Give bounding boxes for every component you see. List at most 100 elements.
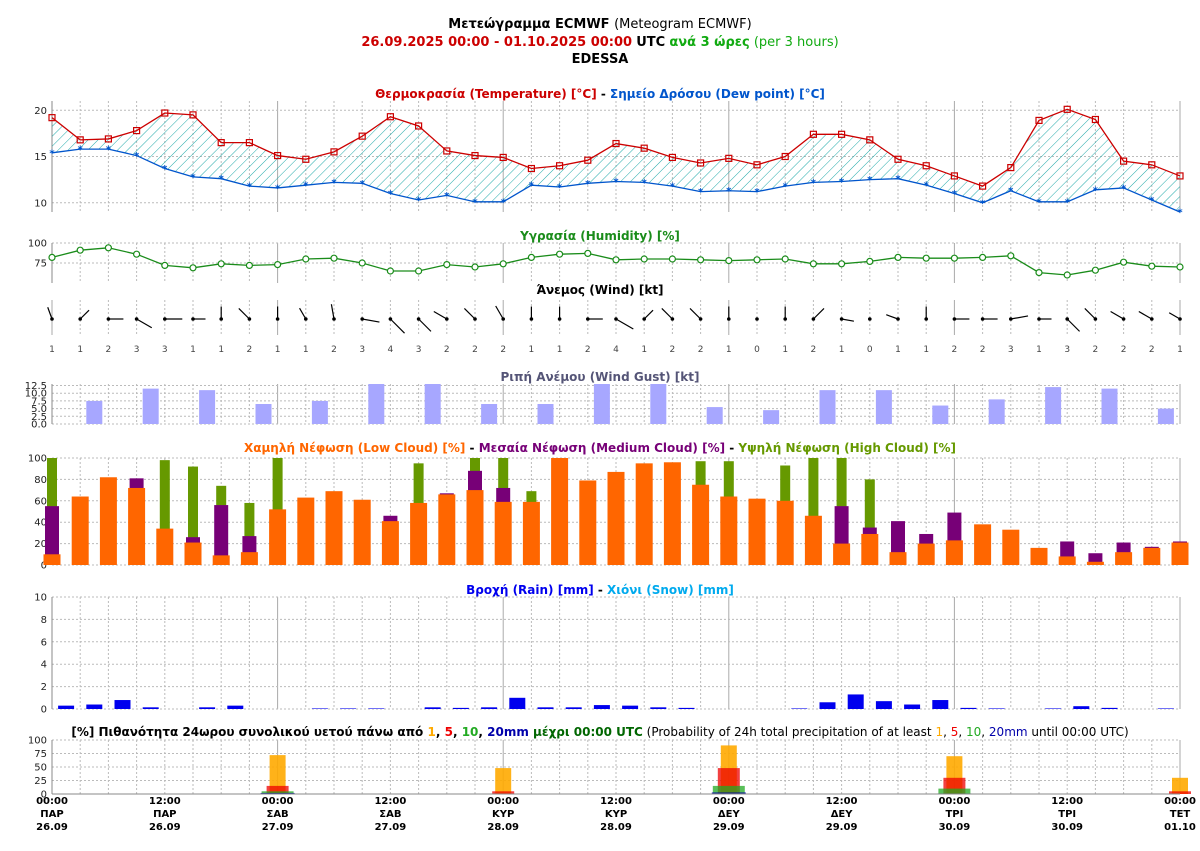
rain-bar [114, 700, 131, 709]
dew-point-marker: * [247, 182, 253, 193]
time-label: 12:00 [149, 796, 181, 807]
wind-dot [1121, 317, 1126, 321]
low-cloud-bar [269, 509, 287, 565]
low-cloud-bar [128, 487, 146, 565]
gust-bar [368, 384, 385, 424]
day-label: ΣΑΒ [266, 809, 288, 820]
day-label: ΔΕΥ [718, 809, 741, 820]
dew-point-marker: * [585, 179, 591, 190]
humidity-point [302, 255, 310, 263]
dew-point-marker: * [924, 181, 930, 192]
probability-title: [%] Πιθανότητα 24ωρου συνολικού υετού πά… [71, 725, 1128, 739]
gust-y-tick: 2.5 [31, 412, 47, 423]
low-cloud-bar [692, 484, 710, 565]
precipitation-y-tick: 10 [34, 593, 47, 604]
wind-speed-label: 2 [1149, 345, 1155, 355]
wind-dot [247, 317, 252, 321]
humidity-point [922, 254, 930, 262]
high-cloud-bar [188, 466, 198, 565]
humidity-point [104, 244, 113, 252]
temperature-point [443, 147, 451, 155]
time-label: 00:00 [262, 796, 294, 807]
wind-dot [586, 317, 590, 321]
low-cloud-bar [945, 540, 963, 565]
low-cloud-bar [466, 490, 484, 565]
dew-point-marker: * [1121, 183, 1127, 194]
wind-dot [755, 317, 759, 321]
gust-y-tick: 0.0 [31, 420, 47, 431]
wind-dot [839, 317, 844, 321]
wind-speed-label: 1 [218, 345, 224, 355]
low-cloud-bar [156, 528, 174, 565]
dew-point-marker: * [670, 182, 676, 193]
wind-dot [783, 317, 787, 321]
humidity-point [696, 256, 705, 264]
day-label: ΔΕΥ [831, 809, 854, 820]
humidity-point [950, 254, 959, 262]
wind-barb [79, 309, 90, 320]
dew-point-marker: * [811, 178, 817, 189]
low-cloud-bar [833, 543, 851, 565]
low-cloud-bar [1058, 556, 1076, 565]
wind-speed-label: 1 [49, 345, 55, 355]
probability-y-tick: 75 [34, 749, 47, 760]
gust-bar [593, 384, 610, 424]
wind-speed-label: 3 [1008, 345, 1014, 355]
wind-dot [1065, 317, 1069, 321]
wind-dot [924, 317, 928, 321]
wind-barb [615, 318, 634, 330]
wind-speed-label: 1 [782, 345, 788, 355]
wind-barb [362, 318, 380, 323]
wind-speed-label: 2 [811, 345, 817, 355]
date-label: 28.09 [600, 822, 632, 833]
probability-y-tick: 100 [28, 736, 47, 747]
temperature-point [978, 182, 987, 190]
high-cloud-bar [159, 460, 170, 565]
wind-barb [1010, 315, 1029, 320]
wind-speed-label: 2 [331, 345, 337, 355]
probability-bar [260, 792, 295, 794]
humidity-point [612, 256, 620, 264]
probability-bar [712, 785, 745, 794]
wind-speed-label: 1 [190, 345, 196, 355]
humidity-point [217, 260, 225, 268]
probability-bar [711, 792, 746, 794]
wind-speed-label: 3 [359, 345, 365, 355]
wind-speed-label: 1 [839, 345, 845, 355]
dew-point-marker: * [867, 175, 873, 186]
low-cloud-bar [551, 458, 569, 565]
wind-dot [642, 317, 646, 321]
temperature-point [161, 109, 169, 117]
wind-dot [868, 317, 872, 321]
rain-bar [819, 702, 836, 709]
humidity-point [415, 267, 423, 275]
low-cloud-bar [43, 554, 61, 565]
cloud-y-tick: 0 [41, 561, 47, 572]
wind-dot [388, 317, 393, 321]
gust-bar [255, 404, 272, 424]
probability-bar [1172, 777, 1188, 794]
humidity-point [640, 255, 648, 263]
wind-speed-label: 1 [1036, 345, 1042, 355]
temperature-point [640, 144, 648, 152]
wind-speed-label: 2 [670, 345, 676, 355]
low-cloud-bar [804, 515, 822, 565]
dew-point-marker: * [980, 198, 986, 209]
humidity-point [753, 256, 761, 264]
temperature-point [894, 155, 902, 163]
wind-dot [529, 317, 534, 321]
wind-barb [136, 318, 153, 329]
wind-barb [812, 307, 825, 320]
rain-bar [622, 705, 639, 709]
wind-dot [1093, 317, 1098, 321]
gust-bar [86, 400, 103, 424]
dew-point-marker: * [726, 186, 732, 197]
rain-bar [481, 707, 498, 709]
rain-bar [311, 708, 328, 709]
meteogram-location: EDESSA [571, 52, 629, 67]
humidity-point [866, 257, 874, 265]
dew-point-marker: * [444, 191, 450, 202]
date-label: 29.09 [713, 822, 745, 833]
gust-bar [875, 390, 892, 424]
